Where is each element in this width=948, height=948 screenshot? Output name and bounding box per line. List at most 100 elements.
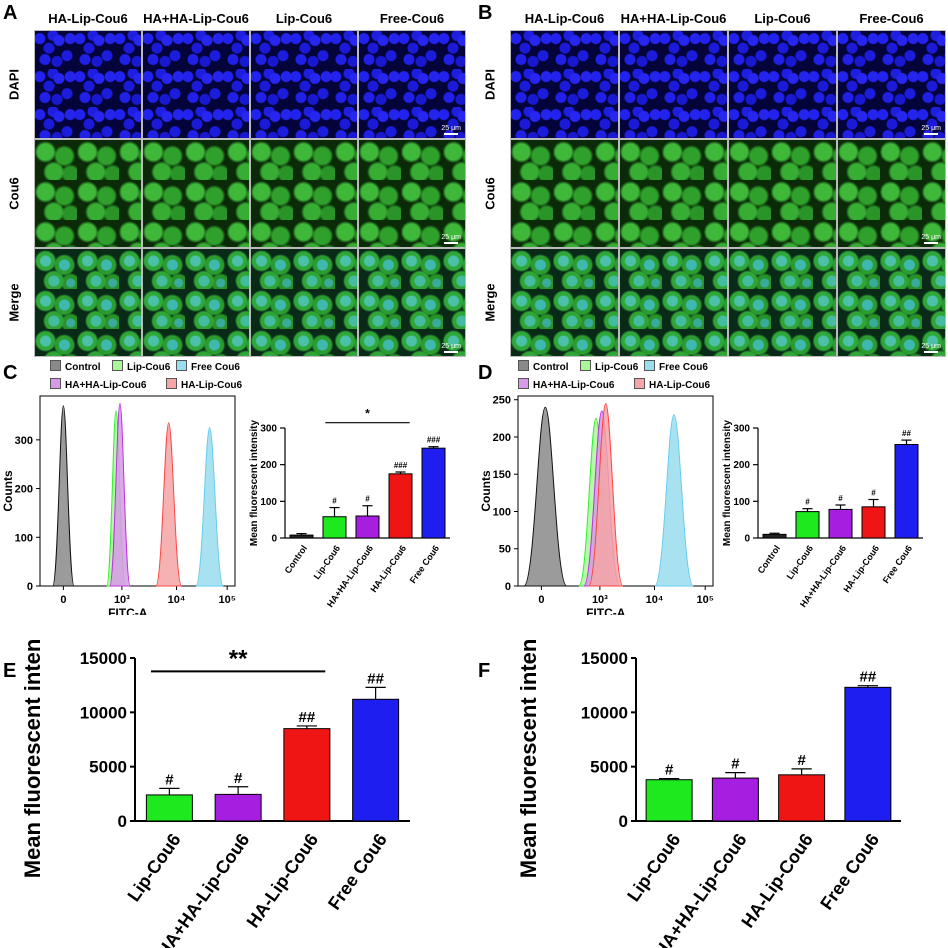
legend-swatch-halip xyxy=(634,378,645,389)
legend-swatch-control xyxy=(518,360,529,371)
x-tick-label: 0 xyxy=(60,594,66,606)
micrograph-dapi-2 xyxy=(728,30,837,139)
significance-mark-4: ## xyxy=(902,429,911,438)
panel-label-d: D xyxy=(478,362,493,384)
y-axis-label: Counts xyxy=(479,470,493,512)
micrograph-dapi-1 xyxy=(142,30,250,139)
bar-1 xyxy=(711,777,759,822)
x-axis-label: FITC-A xyxy=(108,606,148,615)
micrograph-merge-3: 25 μm xyxy=(358,248,466,357)
legend-swatch-free xyxy=(644,360,655,371)
significance-mark-1: # xyxy=(332,497,337,506)
row-label-cou6: Cou6 xyxy=(6,176,22,210)
micrograph-merge-0 xyxy=(34,248,142,357)
scale-bar-line xyxy=(444,351,459,353)
y-tick-label: 15000 xyxy=(80,649,127,668)
y-tick-label: 100 xyxy=(493,506,511,518)
y-axis-label: Mean fluorescent intensity xyxy=(249,419,260,546)
legend-halip: HA-Lip-Cou6 xyxy=(649,380,711,391)
significance-mark-3: # xyxy=(871,489,876,498)
panel-label-b: B xyxy=(478,2,493,24)
bar-3 xyxy=(388,473,413,539)
x-tick-label: 10⁵ xyxy=(218,594,235,606)
y-tick-label: 200 xyxy=(733,460,750,471)
y-tick-label: 0 xyxy=(505,581,511,593)
micrograph-cou6-3: 25 μm xyxy=(837,139,946,248)
micrograph-dapi-1 xyxy=(619,30,728,139)
bar-2 xyxy=(283,728,331,822)
significance-mark-0: # xyxy=(165,771,174,788)
legend-free: Free Cou6 xyxy=(191,362,240,373)
row-label-cou6: Cou6 xyxy=(482,176,498,210)
y-tick-label: 200 xyxy=(15,484,33,496)
y-tick-label: 10000 xyxy=(80,703,127,722)
legend-swatch-free xyxy=(176,360,187,371)
legend-swatch-halip xyxy=(166,378,177,389)
scale-bar-label: 25 μm xyxy=(441,234,461,241)
scale-bar-label: 25 μm xyxy=(921,125,941,132)
micrograph-cou6-1 xyxy=(142,139,250,248)
significance-mark-3: ### xyxy=(394,461,408,470)
micrograph-merge-2 xyxy=(728,248,837,357)
bar-1 xyxy=(214,793,262,822)
significance-mark-2: # xyxy=(797,752,806,769)
category-label-1: Lip-Cou6 xyxy=(312,543,343,581)
bar-3 xyxy=(352,698,400,822)
histogram-free-cou6 xyxy=(195,427,224,587)
micrograph-merge-1 xyxy=(619,248,728,357)
micrograph-merge-2 xyxy=(250,248,358,357)
bar-3 xyxy=(861,506,886,539)
legend-swatch-lip xyxy=(112,360,123,371)
scale-bar-label: 25 μm xyxy=(921,343,941,350)
scale-bar-line xyxy=(444,133,459,135)
y-tick-label: 100 xyxy=(15,532,33,544)
micrograph-cou6-3: 25 μm xyxy=(358,139,466,248)
row-label-dapi: DAPI xyxy=(6,68,22,100)
bar-0 xyxy=(762,533,787,539)
plot-frame xyxy=(39,395,236,587)
y-tick-label: 50 xyxy=(499,544,511,556)
legend-lip: Lip-Cou6 xyxy=(127,362,171,373)
x-axis-label: FITC-A xyxy=(586,606,626,615)
y-tick-label: 100 xyxy=(733,497,750,508)
scale-bar: 25 μm xyxy=(921,234,941,244)
x-tick-label: 10³ xyxy=(114,594,130,606)
micrograph-dapi-0 xyxy=(510,30,619,139)
y-tick-label: 5000 xyxy=(590,758,628,777)
bar-chart-e: 0 5000 10000 15000 Mean fluorescent intensit… xyxy=(20,640,410,948)
legend-control: Control xyxy=(533,362,569,373)
significance-mark-2: # xyxy=(838,494,843,503)
significance-label: * xyxy=(365,407,370,421)
micrograph-cou6-2 xyxy=(728,139,837,248)
y-tick-label: 0 xyxy=(619,812,628,831)
bar-0 xyxy=(289,534,314,539)
panel-label-f: F xyxy=(478,660,491,682)
legend-swatch-hahalip xyxy=(50,378,61,389)
scale-bar-line xyxy=(924,133,939,135)
legend-swatch-lip xyxy=(580,360,591,371)
y-tick-label: 200 xyxy=(260,460,277,471)
bar-2 xyxy=(778,774,826,822)
column-label-2: Lip-Cou6 xyxy=(275,11,333,26)
scale-bar: 25 μm xyxy=(441,234,461,244)
significance-mark-3: ## xyxy=(367,670,384,687)
legend-c: Control Lip-Cou6 Free Cou6 HA+HA-Lip-Cou… xyxy=(50,360,290,394)
panel-label-c: C xyxy=(3,362,18,384)
category-label-3: HA-Lip-Cou6 xyxy=(368,543,408,594)
significance-mark-1: # xyxy=(234,770,243,787)
micrograph-merge-0 xyxy=(510,248,619,357)
flow-histogram-d: 0 50 100 150 200 250 0 10³ 10⁴ 10⁵ FITC-A Counts xyxy=(479,395,714,615)
histogram-control xyxy=(52,405,75,587)
legend-swatch-control xyxy=(50,360,61,371)
row-label-merge: Merge xyxy=(6,282,22,322)
legend-d: Control Lip-Cou6 Free Cou6 HA+HA-Lip-Cou… xyxy=(518,360,758,394)
histogram-ha-lip-cou6 xyxy=(588,402,624,587)
legend-swatch-hahalip xyxy=(518,378,529,389)
legend-lip: Lip-Cou6 xyxy=(595,362,639,373)
micrograph-dapi-2 xyxy=(250,30,358,139)
category-label-3: Free Cou6 xyxy=(324,830,391,914)
bar-4 xyxy=(421,447,446,539)
y-tick-label: 0 xyxy=(27,581,33,593)
